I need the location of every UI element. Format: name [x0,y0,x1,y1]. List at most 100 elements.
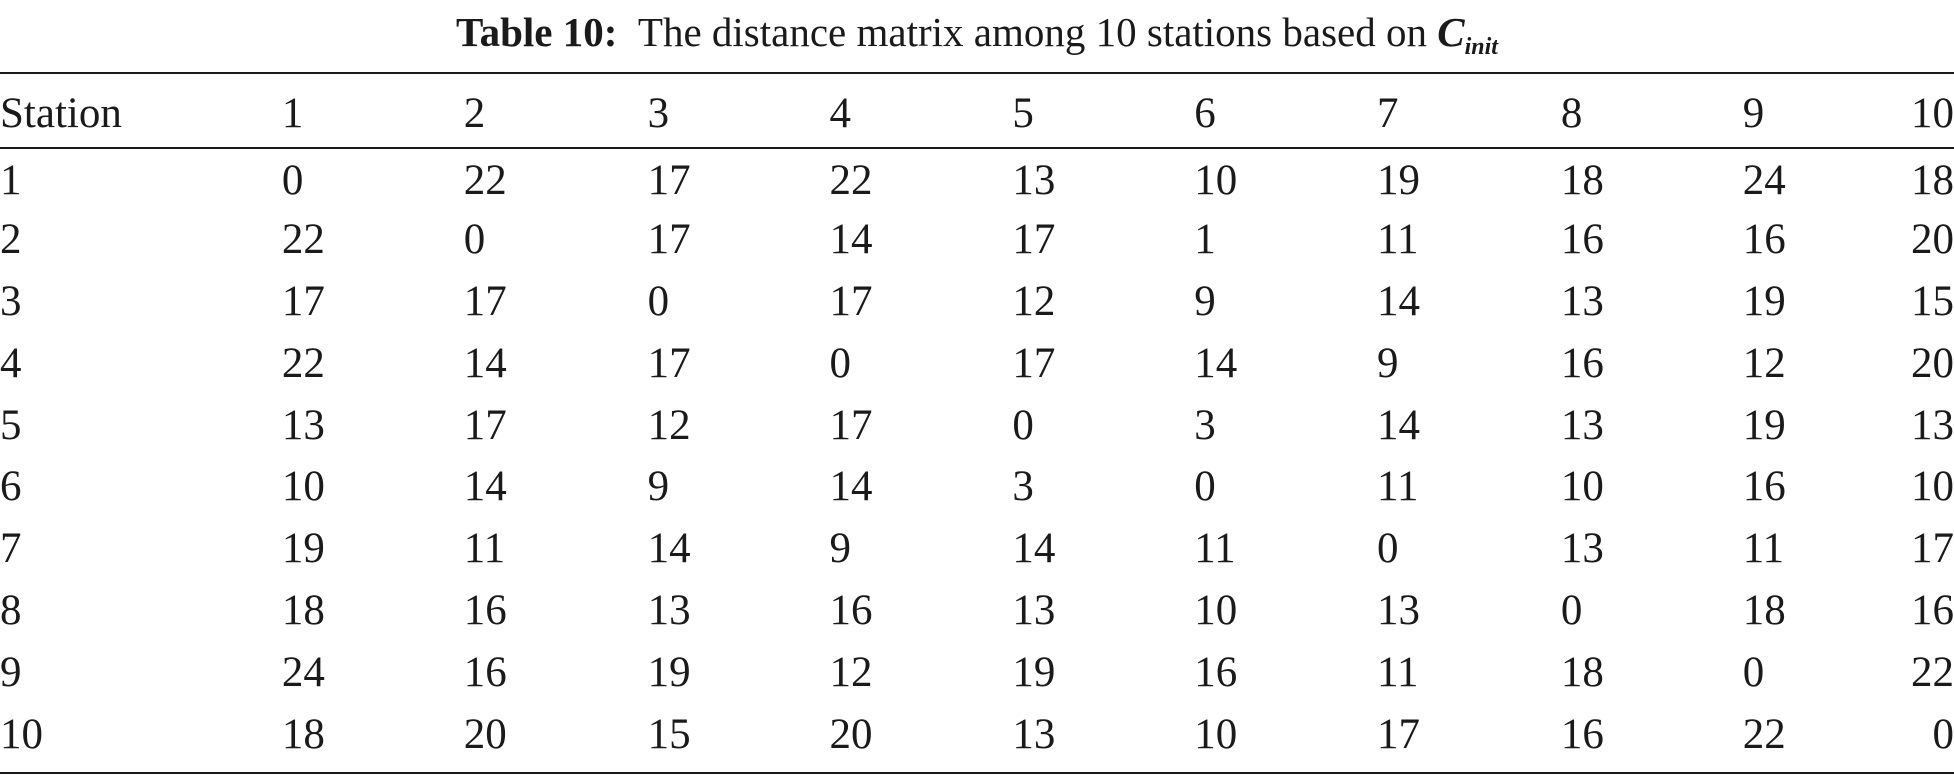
caption-text: The distance matrix among 10 stations ba… [637,9,1427,55]
distance-cell: 18 [1560,648,1604,696]
distance-cell: 17 [463,277,507,325]
table-row: 6 10 14 9 14 3 0 11 10 16 10 [0,456,1954,518]
distance-cell: 11 [463,525,506,573]
distance-cell: 0 [1012,401,1034,449]
distance-cell: 13 [1560,277,1604,325]
distance-cell: 19 [647,648,691,696]
column-header: 3 [647,90,670,137]
column-header: 2 [463,90,486,137]
distance-cell: 11 [1377,463,1419,511]
distance-cell: 10 [1911,463,1954,511]
distance-cell: 14 [463,463,507,511]
distance-cell: 14 [1377,277,1421,325]
row-station-label: 1 [0,157,22,205]
column-header: 4 [829,90,851,137]
distance-cell: 17 [829,401,873,449]
distance-cell: 16 [1194,648,1238,696]
distance-cell: 13 [1911,401,1954,449]
distance-cell: 17 [281,277,325,325]
distance-cell: 0 [281,157,304,205]
table-caption: Table 10: The distance matrix among 10 s… [0,6,1954,59]
distance-cell: 20 [1911,339,1954,387]
table-row: 9 24 16 19 12 19 16 11 18 0 22 [0,641,1954,703]
distance-cell: 16 [463,586,507,634]
distance-cell: 11 [1194,525,1236,573]
distance-cell: 0 [1560,586,1583,634]
distance-cell: 16 [1911,586,1954,634]
symbol-subscript: init [1464,34,1498,60]
distance-cell: 0 [463,216,486,264]
distance-cell: 14 [1377,401,1421,449]
row-station-label: 5 [0,401,22,449]
distance-cell: 13 [1012,157,1056,205]
row-station-label: 2 [0,216,22,264]
distance-cell: 16 [1560,339,1604,387]
distance-cell: 17 [1012,339,1056,387]
distance-cell: 14 [463,339,507,387]
distance-cell: 13 [1560,525,1604,573]
distance-cell: 3 [1194,401,1216,449]
distance-cell: 18 [281,710,325,758]
distance-cell: 9 [1194,277,1216,325]
distance-cell: 18 [281,586,325,634]
distance-cell: 16 [1560,710,1604,758]
distance-cell: 19 [1012,648,1056,696]
table-row: 2 22 0 17 14 17 1 11 16 16 20 [0,209,1954,271]
table-row: 8 18 16 13 16 13 10 13 0 18 16 [0,580,1954,642]
column-header: 5 [1012,90,1034,137]
distance-cell: 9 [647,463,670,511]
distance-cell: 14 [647,525,691,573]
distance-cell: 22 [463,157,507,205]
distance-cell: 18 [1742,586,1786,634]
distance-cell: 0 [1932,710,1954,758]
distance-cell: 14 [829,216,873,264]
distance-cell: 17 [647,339,691,387]
distance-cell: 11 [1742,525,1785,573]
distance-cell: 14 [1194,339,1238,387]
top-rule [0,72,1954,74]
distance-cell: 17 [647,216,691,264]
distance-cell: 17 [1911,525,1954,573]
row-station-label: 4 [0,339,22,387]
table-row: 1 0 22 17 22 13 10 19 18 24 18 [0,147,1954,209]
table-row: 10 18 20 15 20 13 10 17 16 22 0 [0,703,1954,765]
column-header: 6 [1194,90,1216,137]
distance-cell: 22 [281,216,325,264]
column-header: 8 [1560,90,1583,137]
row-station-label: 7 [0,525,22,573]
table-row: 5 13 17 12 17 0 3 14 13 19 13 [0,394,1954,456]
distance-cell: 16 [463,648,507,696]
distance-cell: 0 [1377,525,1399,573]
distance-cell: 12 [829,648,873,696]
distance-cell: 16 [1742,463,1786,511]
distance-cell: 19 [281,525,325,573]
distance-cell: 15 [647,710,691,758]
distance-cell: 22 [829,157,873,205]
distance-cell: 13 [1012,710,1056,758]
distance-cell: 9 [1377,339,1399,387]
table-row: 4 22 14 17 0 17 14 9 16 12 20 [0,332,1954,394]
distance-cell: 13 [647,586,691,634]
distance-cell: 22 [1911,648,1954,696]
distance-cell: 12 [647,401,691,449]
distance-cell: 17 [829,277,873,325]
distance-matrix-table: Station 1 2 3 4 5 6 7 8 9 10 1 0 22 17 22 13 1… [0,80,1954,765]
distance-cell: 13 [1560,401,1604,449]
symbol-base: C [1437,9,1465,55]
distance-cell: 22 [1742,710,1786,758]
distance-cell: 12 [1742,339,1786,387]
distance-cell: 0 [647,277,670,325]
distance-cell: 0 [1742,648,1765,696]
distance-cell: 15 [1911,277,1954,325]
distance-cell: 19 [1742,277,1786,325]
distance-cell: 17 [1012,216,1056,264]
distance-cell: 20 [829,710,873,758]
table-body: 1 0 22 17 22 13 10 19 18 24 18 2 22 0 17 14 17 1 11 16 16 20 3… [0,147,1954,765]
distance-cell: 14 [829,463,873,511]
caption-symbol: Cinit [1437,9,1498,59]
header-row: Station 1 2 3 4 5 6 7 8 9 10 [0,80,1954,147]
distance-cell: 16 [1742,216,1786,264]
column-header: 9 [1742,90,1765,137]
distance-cell: 17 [463,401,507,449]
distance-cell: 16 [1560,216,1604,264]
